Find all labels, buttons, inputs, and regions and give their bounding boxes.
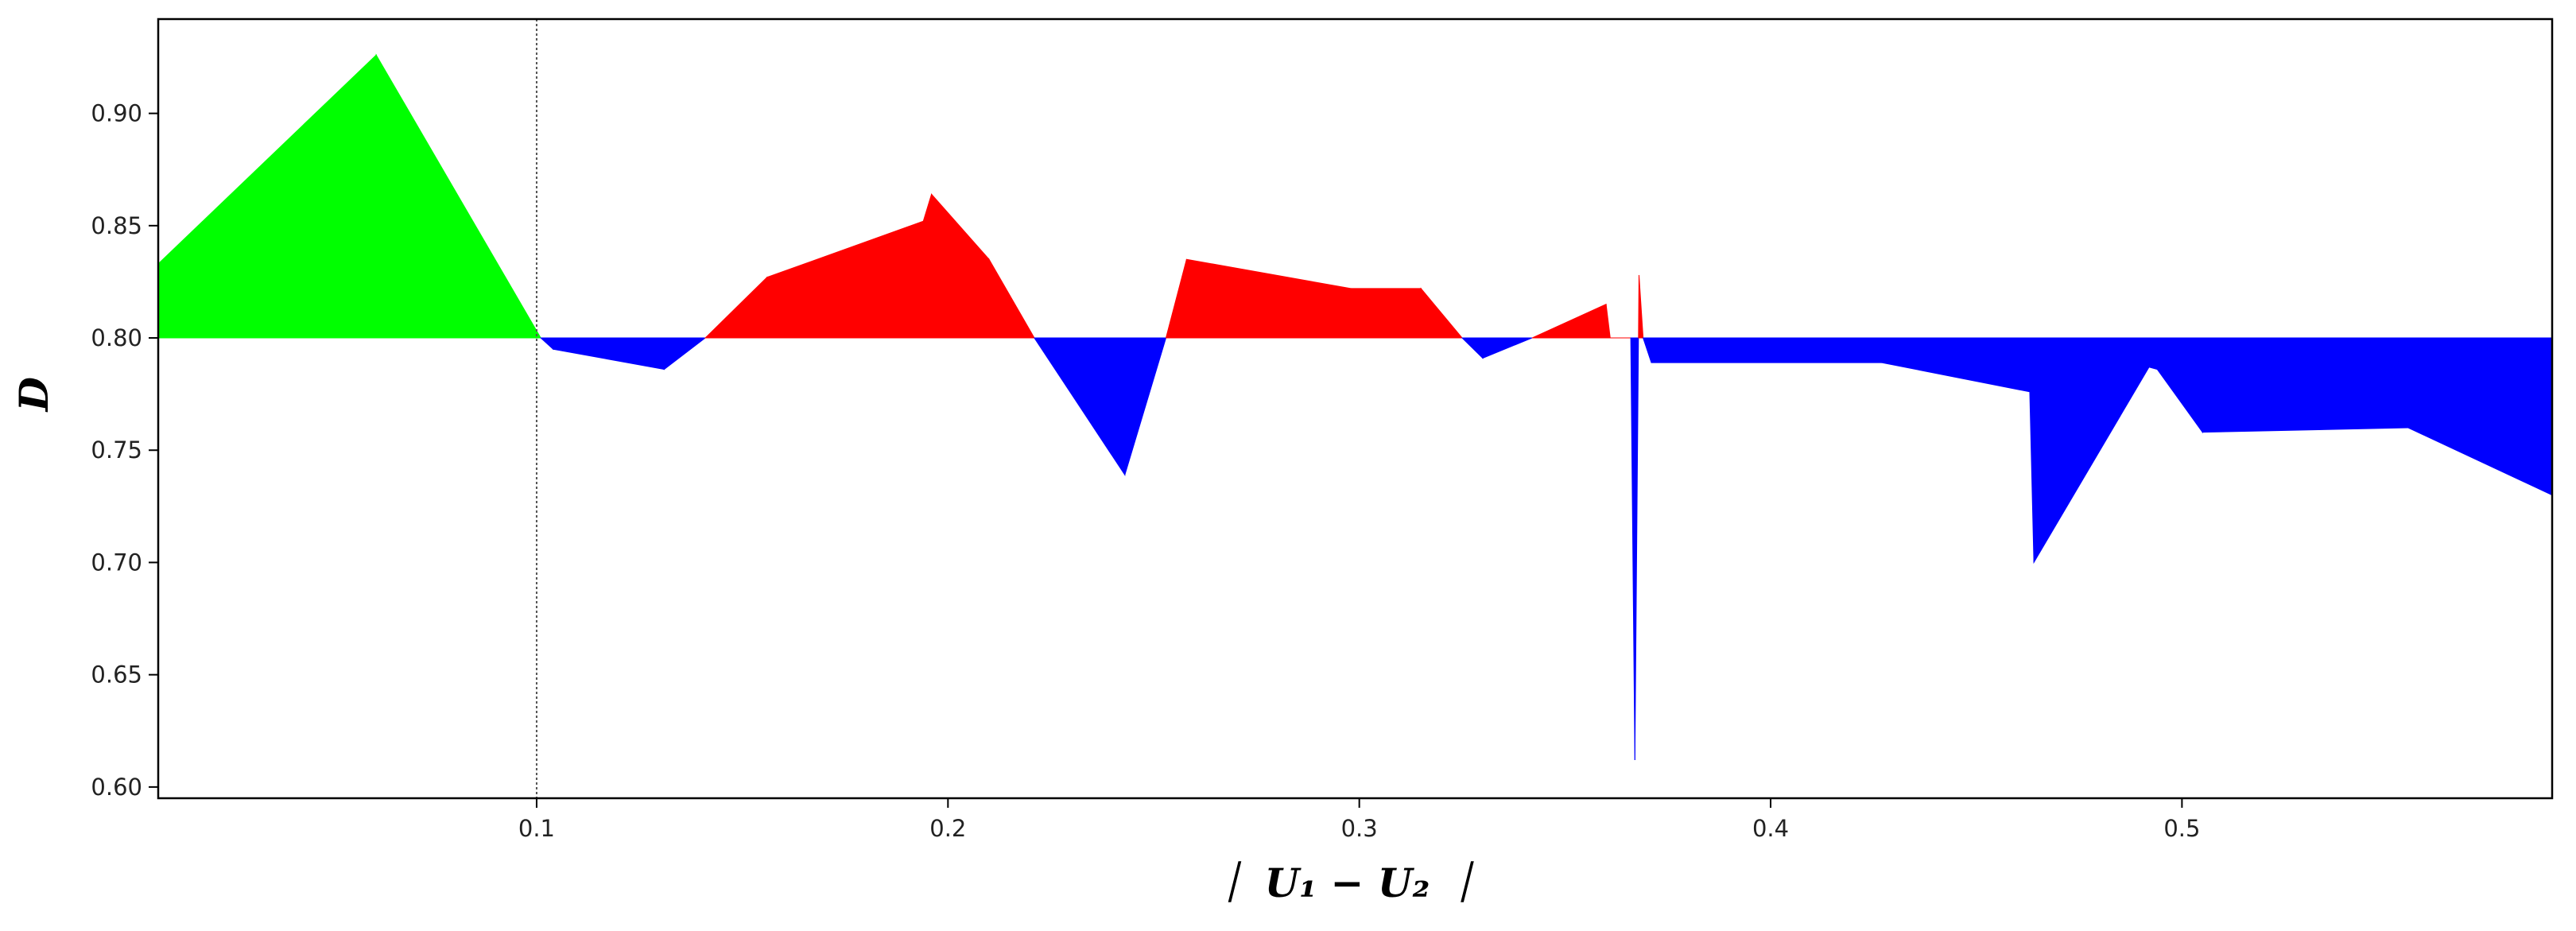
- area-segment: [1165, 259, 1187, 339]
- plot-frame: [157, 17, 2554, 800]
- x-axis: 0.1 0.2 0.3 0.4 0.5: [518, 798, 2200, 842]
- area-segment: [1350, 288, 1422, 339]
- area-segment: [663, 337, 707, 370]
- area-segment: [931, 192, 990, 339]
- area-segment: [553, 337, 665, 370]
- y-tick-label: 0.85: [91, 212, 142, 239]
- area-segment: [539, 337, 554, 351]
- area-segment: [157, 54, 377, 339]
- y-tick-label: 0.75: [91, 436, 142, 464]
- area-segment: [1881, 337, 2031, 393]
- y-axis-label: D: [10, 377, 57, 413]
- area-segment: [1185, 258, 1352, 339]
- area-segment: [2029, 337, 2035, 563]
- area-fills: [157, 53, 2553, 760]
- area-segment: [1124, 337, 1167, 475]
- area-segment: [1651, 337, 1883, 363]
- x-tick-label: 0.4: [1752, 815, 1789, 842]
- area-segment: [1420, 287, 1464, 339]
- area-segment: [988, 258, 1035, 339]
- y-tick-label: 0.65: [91, 661, 142, 689]
- area-segment: [766, 220, 924, 339]
- area-segment: [922, 194, 933, 339]
- x-axis-label: ｜ U₁ − U₂ ｜: [1211, 859, 1484, 906]
- x-tick-label: 0.2: [929, 815, 966, 842]
- y-tick-label: 0.70: [91, 549, 142, 576]
- area-segment: [704, 276, 768, 339]
- area-segment: [1531, 303, 1607, 339]
- area-segment: [2202, 337, 2409, 433]
- area-segment: [375, 53, 542, 339]
- area-segment: [1482, 337, 1533, 359]
- area-segment: [2407, 337, 2553, 496]
- area-segment: [1642, 337, 1652, 363]
- area-segment: [1461, 337, 1484, 359]
- area-segment: [1634, 337, 1639, 760]
- y-tick-label: 0.90: [91, 100, 142, 127]
- y-tick-label: 0.60: [91, 774, 142, 801]
- area-segment: [1638, 274, 1644, 339]
- x-tick-label: 0.1: [518, 815, 555, 842]
- area-segment: [1630, 337, 1635, 760]
- x-tick-label: 0.3: [1341, 815, 1378, 842]
- area-segment: [1605, 304, 1611, 339]
- x-tick-label: 0.5: [2163, 815, 2200, 842]
- area-segment: [1034, 337, 1126, 476]
- area-segment: [2148, 337, 2158, 370]
- y-axis: 0.60 0.65 0.70 0.75 0.80 0.85 0.90: [91, 100, 158, 801]
- area-segment: [2156, 337, 2203, 434]
- y-tick-label: 0.80: [91, 324, 142, 351]
- area-segment: [2033, 337, 2150, 564]
